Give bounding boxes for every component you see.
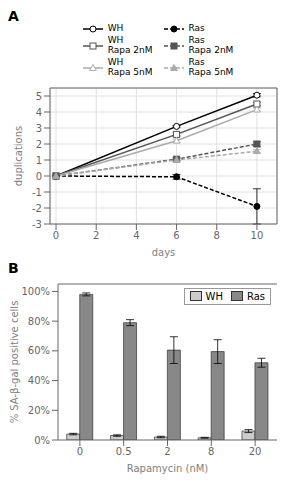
svg-text:8: 8: [208, 446, 214, 457]
html-text:WH: WH: [205, 290, 223, 302]
html-text:A: A: [8, 8, 19, 24]
svg-text:0%: 0%: [34, 434, 50, 445]
svg-text:3: 3: [36, 122, 42, 133]
html-text:Ras: Ras: [188, 23, 205, 33]
svg-text:40%: 40%: [28, 375, 50, 386]
svg-text:% SA-β-gal positive cells: % SA-β-gal positive cells: [9, 300, 20, 423]
svg-text:1: 1: [36, 154, 42, 165]
svg-text:10: 10: [251, 230, 264, 241]
svg-text:20: 20: [249, 446, 262, 457]
svg-text:2: 2: [36, 138, 42, 149]
svg-text:4: 4: [36, 106, 42, 117]
html-text:WH Rapa 5nM: WH Rapa 5nM: [107, 56, 153, 77]
svg-text:2: 2: [164, 446, 170, 457]
html-text:Ras: Ras: [246, 290, 265, 302]
html-text:Ras Rapa 5nM: Ras Rapa 5nM: [188, 56, 234, 77]
svg-text:100%: 100%: [21, 286, 50, 297]
svg-text:20%: 20%: [28, 404, 50, 415]
svg-text:-2: -2: [32, 202, 42, 213]
svg-text:2: 2: [93, 230, 99, 241]
svg-text:days: days: [152, 247, 176, 258]
svg-text:Rapamycin (nM): Rapamycin (nM): [127, 463, 209, 474]
svg-text:0.5: 0.5: [116, 446, 132, 457]
html-text:Ras Rapa 2nM: Ras Rapa 2nM: [188, 35, 234, 55]
html-text:B: B: [8, 259, 19, 276]
html-text:WH: WH: [107, 23, 124, 33]
svg-text:60%: 60%: [28, 345, 50, 356]
svg-text:5: 5: [36, 90, 42, 101]
svg-text:80%: 80%: [28, 315, 50, 326]
svg-text:duplications: duplications: [13, 125, 24, 186]
svg-text:0: 0: [77, 446, 83, 457]
svg-text:-1: -1: [32, 186, 42, 197]
svg-text:0: 0: [53, 230, 59, 241]
svg-text:6: 6: [173, 230, 179, 241]
html-text:WH Rapa 2nM: WH Rapa 2nM: [107, 35, 153, 55]
svg-text:4: 4: [133, 230, 139, 241]
svg-text:-3: -3: [32, 218, 42, 229]
svg-text:0: 0: [36, 170, 42, 181]
svg-text:8: 8: [214, 230, 220, 241]
